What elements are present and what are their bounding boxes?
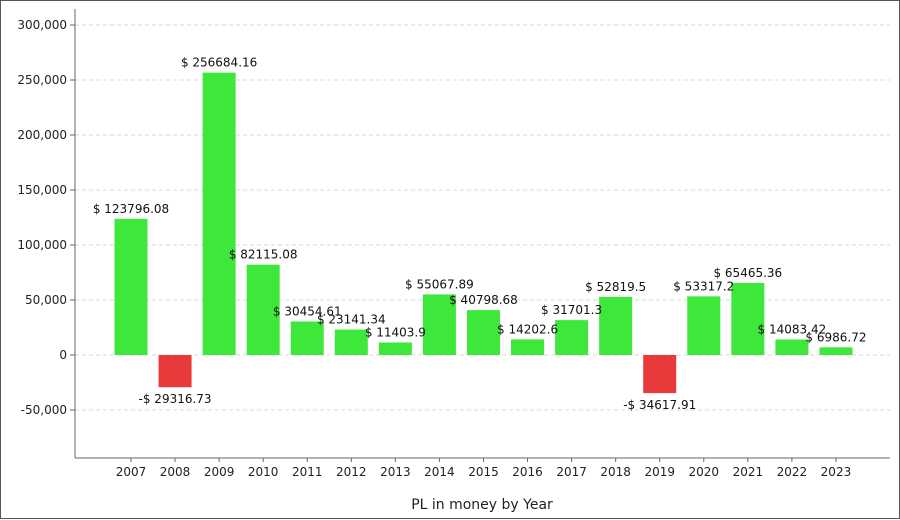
- data-label-2019: -$ 34617.91: [623, 398, 696, 412]
- bar-2009: [202, 72, 236, 355]
- data-label-2023: $ 6986.72: [805, 330, 866, 344]
- bar-2016: [511, 339, 545, 355]
- data-label-2018: $ 52819.5: [585, 280, 646, 294]
- x-tick-label: 2015: [468, 465, 499, 479]
- data-label-2007: $ 123796.08: [93, 202, 169, 216]
- x-tick-label: 2023: [821, 465, 852, 479]
- x-tick-label: 2009: [204, 465, 235, 479]
- data-label-2010: $ 82115.08: [229, 248, 298, 262]
- y-tick-label: 100,000: [17, 238, 67, 252]
- data-label-2015: $ 40798.68: [449, 293, 518, 307]
- data-label-2012: $ 23141.34: [317, 313, 386, 327]
- data-label-2011: $ 30454.61: [273, 304, 342, 318]
- bar-2018: [599, 296, 633, 355]
- x-axis-title: PL in money by Year: [411, 497, 553, 513]
- bar-2017: [555, 320, 589, 355]
- x-tick-label: 2012: [336, 465, 367, 479]
- data-label-2008: -$ 29316.73: [139, 392, 212, 406]
- x-tick-label: 2017: [556, 465, 587, 479]
- y-tick-label: 200,000: [17, 128, 67, 142]
- data-label-2013: $ 11403.9: [365, 325, 426, 339]
- data-label-2020: $ 53317.2: [673, 279, 734, 293]
- y-tick-label: 250,000: [17, 73, 67, 87]
- bar-2011: [290, 321, 324, 355]
- bar-2022: [775, 339, 809, 355]
- bar-2021: [731, 282, 765, 355]
- y-tick-label: 50,000: [25, 293, 67, 307]
- bar-2012: [334, 329, 368, 355]
- x-tick-label: 2008: [160, 465, 191, 479]
- x-tick-label: 2020: [689, 465, 720, 479]
- data-label-2016: $ 14202.6: [497, 322, 558, 336]
- x-tick-label: 2022: [777, 465, 808, 479]
- data-label-2021: $ 65465.36: [713, 266, 782, 280]
- bar-2019: [643, 355, 677, 394]
- x-tick-label: 2018: [600, 465, 631, 479]
- x-tick-label: 2010: [248, 465, 279, 479]
- data-label-2009: $ 256684.16: [181, 56, 257, 70]
- x-tick-label: 2013: [380, 465, 411, 479]
- x-tick-label: 2014: [424, 465, 455, 479]
- bar-2020: [687, 296, 721, 355]
- x-tick-label: 2007: [116, 465, 147, 479]
- bar-2010: [246, 264, 280, 355]
- bar-2014: [422, 294, 456, 355]
- x-tick-label: 2016: [512, 465, 543, 479]
- y-tick-label: -50,000: [21, 403, 67, 417]
- x-tick-label: 2019: [644, 465, 675, 479]
- bar-2008: [158, 355, 192, 388]
- y-tick-label: 0: [59, 348, 67, 362]
- y-tick-label: 150,000: [17, 183, 67, 197]
- y-tick-label: 300,000: [17, 18, 67, 32]
- data-label-2014: $ 55067.89: [405, 277, 474, 291]
- bar-2023: [819, 347, 853, 355]
- bar-2007: [114, 218, 148, 355]
- data-label-2022: $ 14083.42: [758, 323, 827, 337]
- x-tick-label: 2021: [733, 465, 764, 479]
- data-label-2017: $ 31701.3: [541, 303, 602, 317]
- bar-2013: [378, 342, 412, 355]
- bar-2015: [466, 310, 500, 355]
- x-tick-label: 2011: [292, 465, 323, 479]
